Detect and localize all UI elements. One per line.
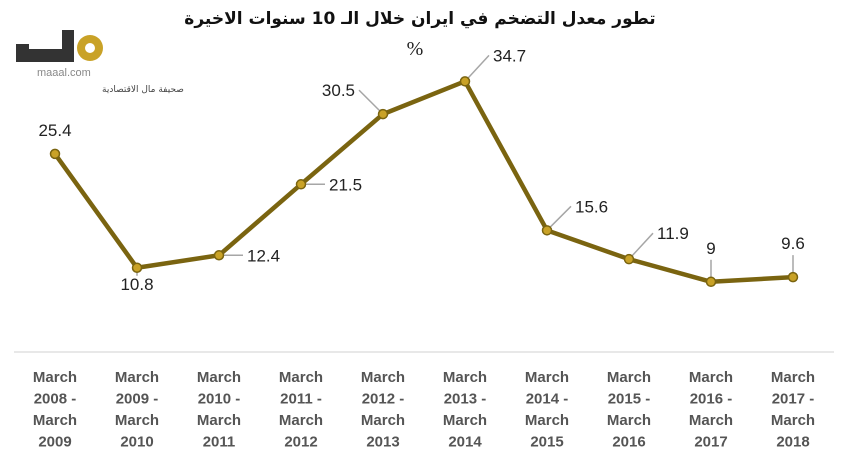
logo-tagline: صحيفة مال الاقتصادية xyxy=(102,85,184,95)
x-tick-label-line: 2016 xyxy=(612,434,645,450)
x-tick-label: March 2013 - March 2014 xyxy=(443,369,487,450)
x-tick-label-line: 2008 - xyxy=(34,391,77,408)
x-tick-label-line: March xyxy=(361,369,405,386)
x-tick-label-line: March xyxy=(361,412,405,429)
x-tick-label: March 2015 - March 2016 xyxy=(607,369,651,450)
x-tick-label-line: 2012 - xyxy=(362,391,405,408)
x-tick-label: March 2016 - March 2017 xyxy=(689,369,733,450)
x-tick-label-line: 2013 - xyxy=(444,391,487,408)
x-tick-label-line: March xyxy=(525,369,569,386)
data-point xyxy=(459,76,471,87)
x-tick-label-line: 2009 xyxy=(38,434,71,450)
data-label-leader xyxy=(628,232,654,260)
x-tick-label-line: March xyxy=(443,412,487,429)
x-tick-label-line: March xyxy=(689,369,733,386)
x-tick-label-line: 2017 xyxy=(694,434,727,450)
data-point xyxy=(131,262,143,274)
x-tick-label: March 2014 - March 2015 xyxy=(525,369,569,450)
data-label-leader xyxy=(546,205,572,231)
x-tick-label-line: 2010 xyxy=(120,434,153,450)
x-tick-label-line: 2015 xyxy=(530,434,563,450)
x-tick-label-line: March xyxy=(33,412,77,429)
data-point xyxy=(705,276,717,288)
data-label: 21.5 xyxy=(329,175,362,194)
data-point xyxy=(213,250,225,261)
logo-mark-dark-right xyxy=(62,30,74,62)
logo-mark-gold-hole xyxy=(85,43,95,53)
x-tick-label: March 2011 - March 2012 xyxy=(279,369,323,450)
chart-subtitle: % xyxy=(407,38,424,60)
x-tick-label-line: March xyxy=(607,369,651,386)
x-tick-label-line: 2009 - xyxy=(116,391,159,408)
x-tick-label-line: March xyxy=(771,369,815,386)
x-tick-label-line: 2011 xyxy=(203,434,236,450)
data-label: 15.6 xyxy=(575,197,608,216)
data-label: 11.9 xyxy=(657,224,689,243)
x-tick-label-line: 2017 - xyxy=(772,391,815,408)
data-label: 9 xyxy=(706,239,715,258)
x-tick-label-line: March xyxy=(279,412,323,429)
x-tick-label-line: 2010 - xyxy=(198,391,241,408)
x-tick-label-line: 2015 - xyxy=(608,391,651,408)
x-tick-label: March 2008 - March 2009 xyxy=(33,369,77,450)
data-label-leader xyxy=(358,89,384,115)
x-tick-label-line: March xyxy=(197,369,241,386)
data-point xyxy=(623,253,635,265)
series-layer: 25.4 10.8 12.4 21.5 30.5 34.7 15.6 11.9 9 9.6 xyxy=(38,46,804,293)
logo-mark-dark-left xyxy=(16,44,29,62)
x-tick-label-line: March xyxy=(279,369,323,386)
logo-site-text: maaal.com xyxy=(37,67,91,79)
data-point xyxy=(49,148,61,160)
x-tick-label: March 2010 - March 2011 xyxy=(197,369,241,450)
maaal-logo: maaal.com صحيفة مال الاقتصادية xyxy=(16,30,184,95)
x-tick-label-line: 2014 xyxy=(448,434,482,450)
data-label: 12.4 xyxy=(247,246,280,265)
x-tick-label: March 2012 - March 2013 xyxy=(361,369,405,450)
data-label: 30.5 xyxy=(322,81,355,100)
x-tick-label-line: 2013 xyxy=(366,434,399,450)
x-tick-label: March 2017 - March 2018 xyxy=(771,369,815,450)
data-label: 25.4 xyxy=(38,121,71,140)
data-label: 10.8 xyxy=(120,275,153,294)
data-point xyxy=(295,179,307,190)
x-tick-label-line: March xyxy=(33,369,77,386)
data-point xyxy=(787,271,799,283)
x-tick-label-line: March xyxy=(115,412,159,429)
x-tick-label-line: 2016 - xyxy=(690,391,733,408)
data-point xyxy=(541,225,553,236)
x-tick-label-line: 2011 - xyxy=(280,391,322,408)
x-tick-label-line: March xyxy=(689,412,733,429)
x-tick-label-line: 2014 - xyxy=(526,391,569,408)
x-tick-label-line: March xyxy=(607,412,651,429)
x-tick-label: March 2009 - March 2010 xyxy=(115,369,159,450)
x-tick-label-line: March xyxy=(115,369,159,386)
x-tick-label-line: March xyxy=(443,369,487,386)
x-tick-label-line: March xyxy=(525,412,569,429)
x-tick-label-line: 2018 xyxy=(776,434,809,450)
x-tick-labels: March 2008 - March 2009 March 2009 - March 2010… xyxy=(33,369,815,450)
data-label-leader xyxy=(464,54,490,82)
data-label: 34.7 xyxy=(493,46,526,65)
x-tick-label-line: March xyxy=(197,412,241,429)
data-label: 9.6 xyxy=(781,234,805,253)
chart-title: تطور معدل التضخم في ايران خلال الـ 10 سن… xyxy=(184,9,655,29)
x-tick-label-line: March xyxy=(771,412,815,429)
data-point xyxy=(377,108,389,120)
x-tick-label-line: 2012 xyxy=(284,434,317,450)
series-line xyxy=(53,79,794,285)
